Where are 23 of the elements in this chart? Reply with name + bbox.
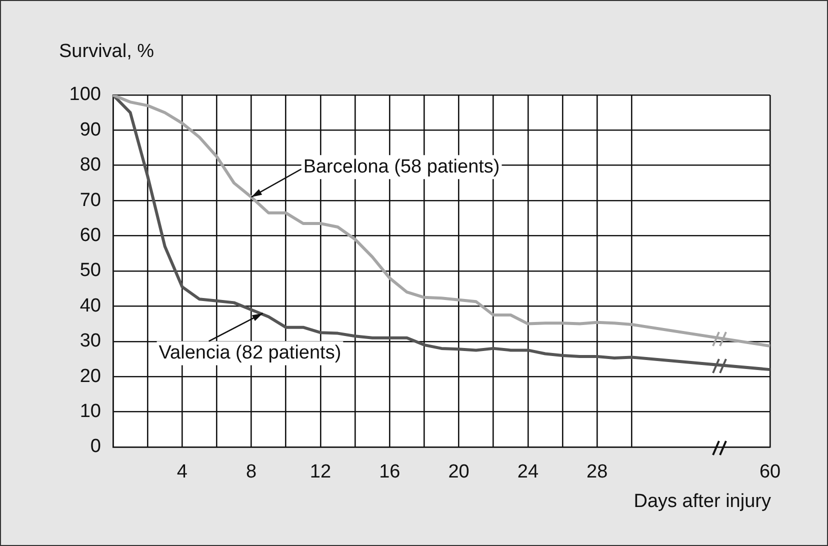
y-tick-label: 50 (80, 260, 101, 282)
y-tick-label: 0 (90, 436, 101, 458)
y-tick-label: 40 (80, 295, 101, 316)
x-tick-label: 16 (379, 462, 400, 483)
y-tick-label: 90 (80, 119, 101, 140)
x-tick-label: 8 (246, 462, 257, 483)
annotation: Barcelona (58 patients) (303, 156, 500, 178)
y-tick-label: 10 (80, 401, 101, 422)
y-axis-title: Survival, % (59, 41, 154, 63)
y-tick-label: 60 (80, 225, 101, 246)
y-tick-label: 20 (80, 366, 101, 387)
x-axis-title: Days after injury (634, 491, 771, 513)
y-tick-label: 100 (69, 84, 101, 106)
annotation: Valencia (82 patients) (158, 342, 342, 364)
x-tick-label: 28 (586, 462, 608, 483)
x-tick-label: 60 (759, 462, 781, 483)
x-tick-label: 20 (448, 462, 470, 483)
x-tick-label: 24 (517, 462, 539, 483)
y-tick-label: 30 (80, 330, 101, 352)
x-tick-label: 12 (310, 462, 332, 483)
x-tick-label: 4 (176, 462, 188, 483)
y-tick-label: 70 (80, 190, 101, 211)
y-tick-label: 80 (80, 154, 101, 176)
